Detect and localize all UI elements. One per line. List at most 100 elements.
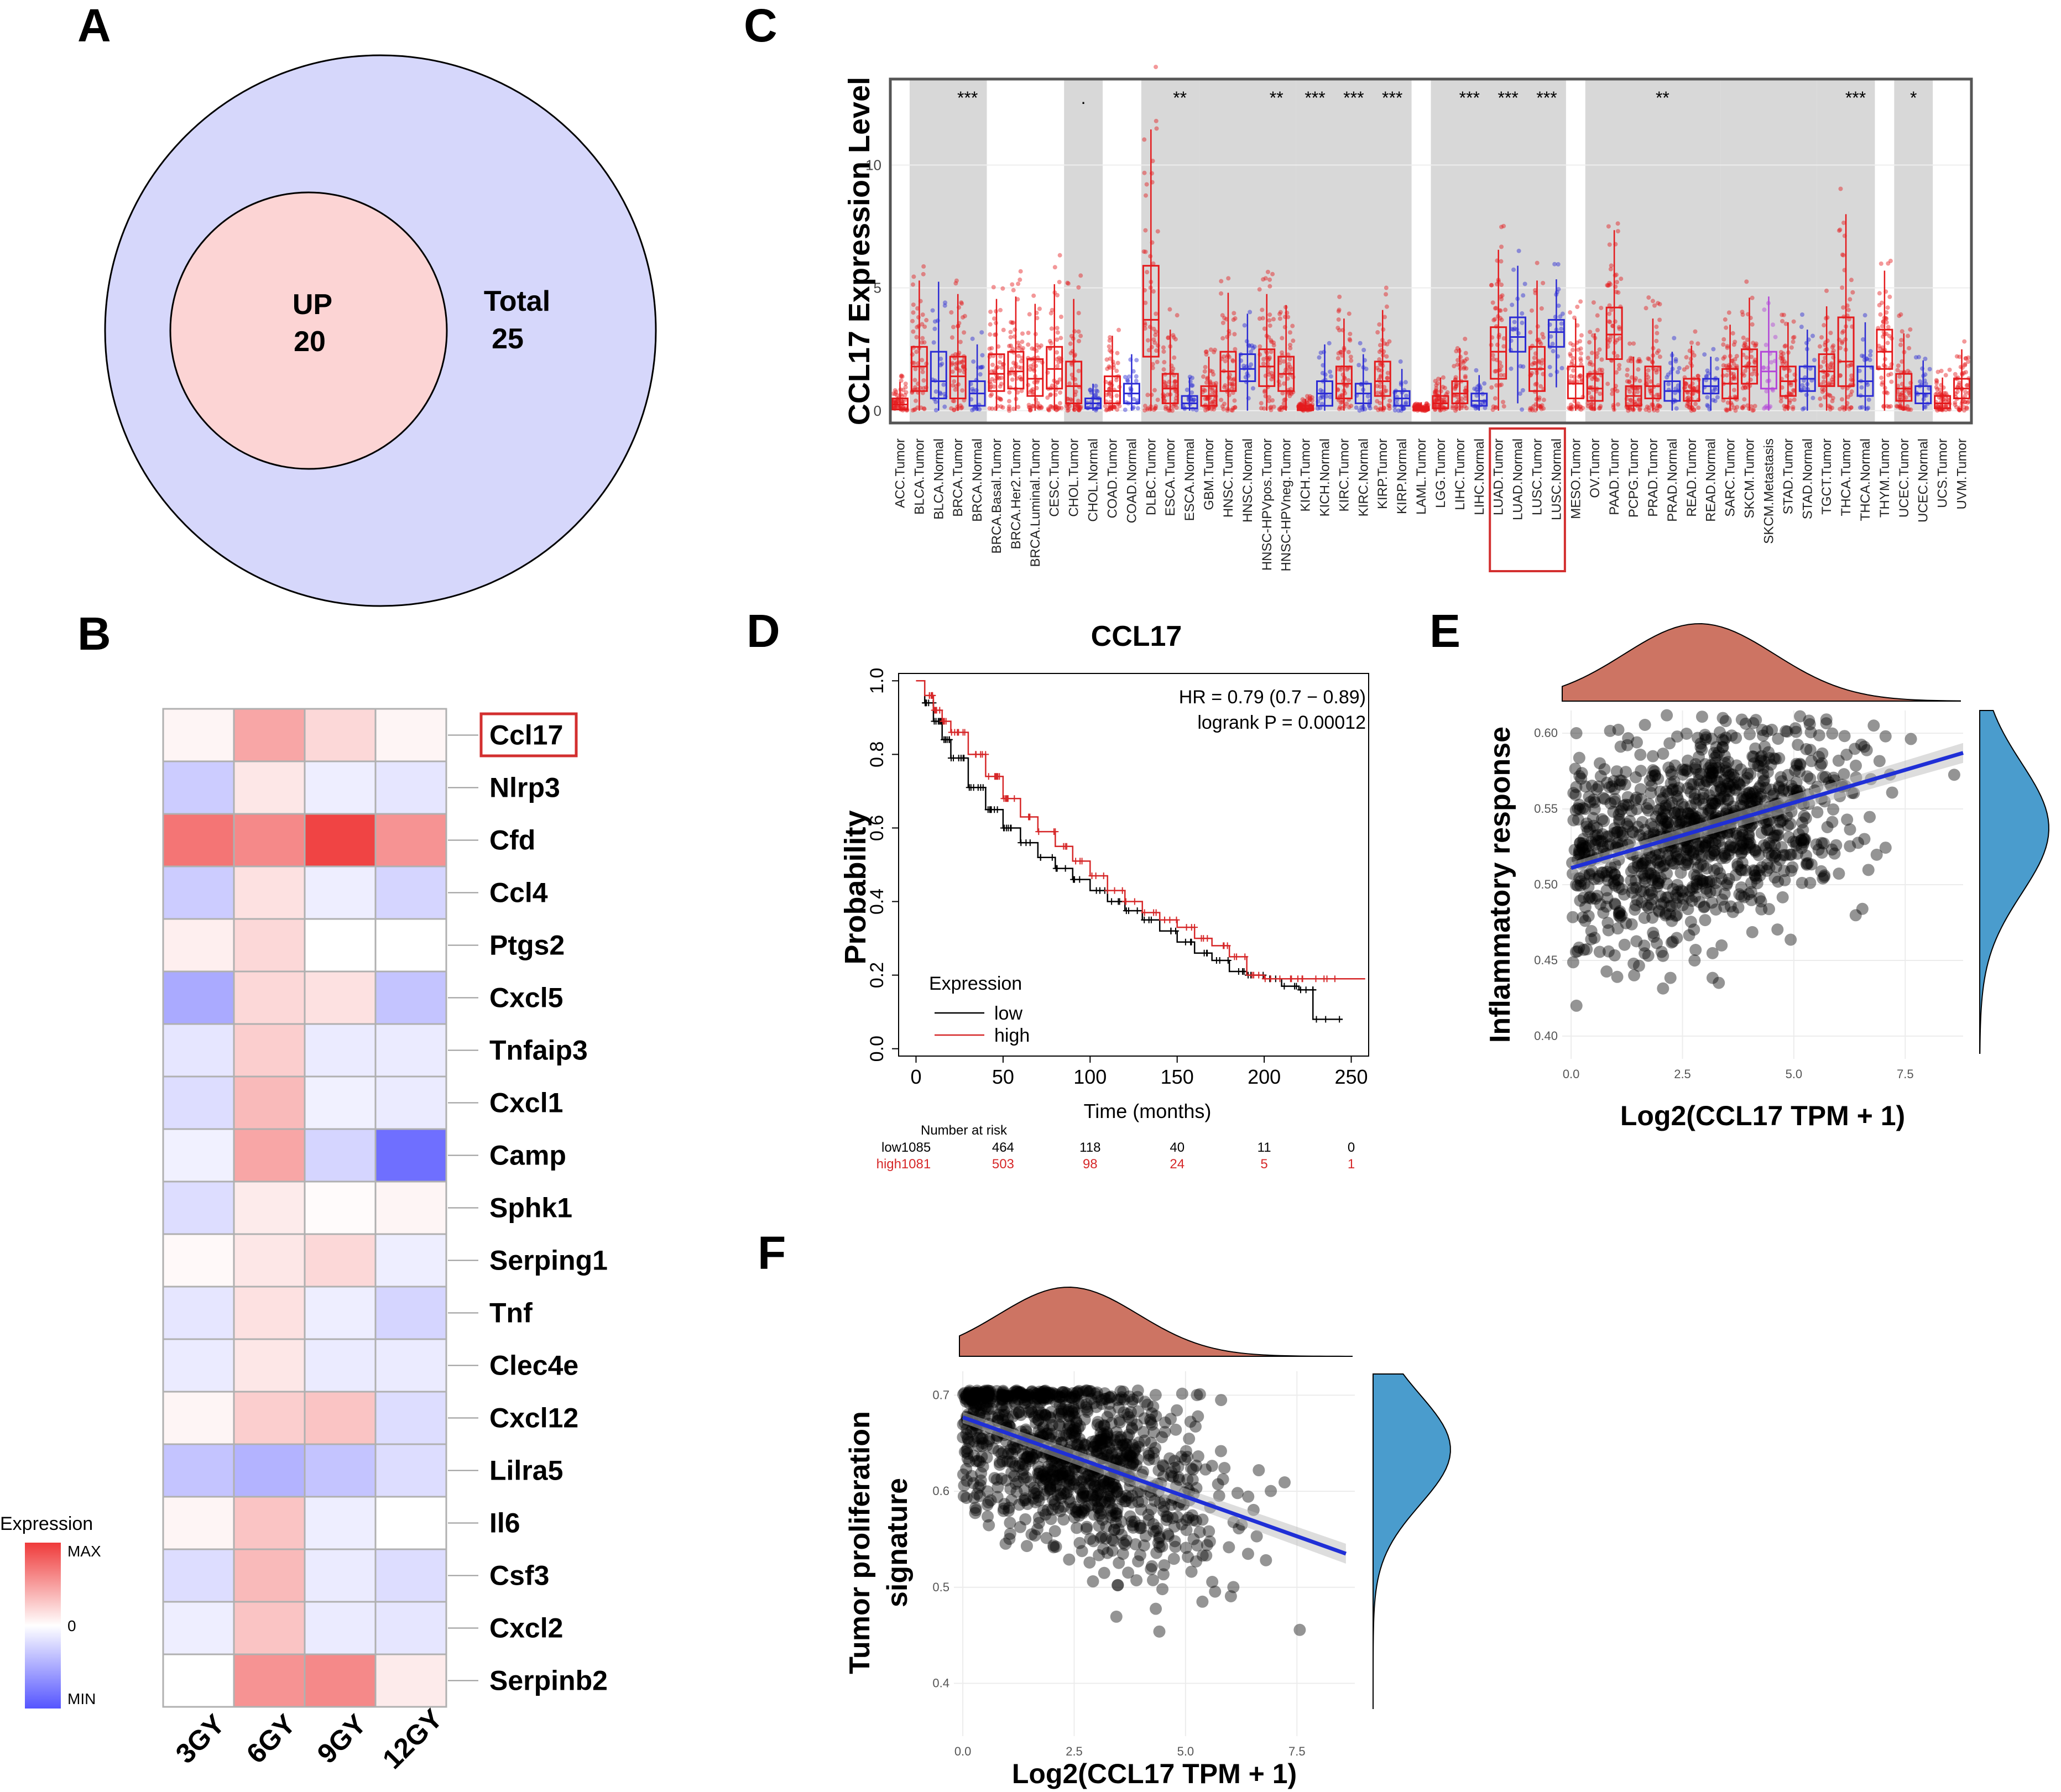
scatter-point <box>1573 844 1586 856</box>
jitter-point <box>1364 367 1369 372</box>
legend-title: Expression <box>929 973 1022 994</box>
heatmap-cell <box>233 1443 306 1498</box>
heatmap-cell <box>233 1653 306 1708</box>
jitter-point <box>1489 283 1494 288</box>
jitter-point <box>1066 407 1071 412</box>
scatter-point <box>1655 794 1667 807</box>
x-axis-title: Time (months) <box>1084 1100 1212 1122</box>
jitter-point <box>1267 277 1272 282</box>
jitter-point <box>1290 323 1295 328</box>
jitter-point <box>1509 366 1514 371</box>
heatmap-cell <box>162 1338 235 1393</box>
gene-label: Csf3 <box>489 1560 549 1591</box>
category-label: UCEC.Tumor <box>1897 438 1912 518</box>
jitter-point <box>930 308 935 313</box>
gene-label: Cxcl2 <box>489 1613 563 1644</box>
jitter-point <box>1721 337 1726 342</box>
jitter-point <box>1821 359 1826 364</box>
jitter-point <box>1116 327 1121 332</box>
jitter-point <box>1378 384 1383 389</box>
significance-label: *** <box>1459 88 1480 108</box>
jitter-point <box>1626 386 1631 391</box>
category-label: HNSC.Normal <box>1240 438 1255 523</box>
jitter-point <box>1463 388 1468 393</box>
jitter-point <box>988 393 993 398</box>
scatter-point <box>1682 903 1694 916</box>
jitter-point <box>1115 361 1120 365</box>
significance-label: *** <box>1845 88 1866 108</box>
heatmap-cell <box>374 1180 447 1235</box>
jitter-point <box>987 406 992 411</box>
jitter-point <box>1219 398 1224 403</box>
jitter-point <box>1607 311 1612 316</box>
scatter-point <box>1279 1476 1291 1489</box>
risk-label-high: high <box>876 1157 901 1172</box>
jitter-point <box>1590 377 1595 382</box>
heatmap-cell <box>374 1338 447 1393</box>
category-label: ACC.Tumor <box>893 438 907 508</box>
jitter-point <box>1403 393 1408 398</box>
jitter-point <box>1189 375 1194 380</box>
scatter-point <box>1132 1555 1145 1568</box>
heatmap-cell <box>304 1338 377 1393</box>
gene-label: Tnf <box>489 1298 533 1329</box>
jitter-point <box>1588 359 1593 364</box>
category-label: SARC.Tumor <box>1723 438 1738 517</box>
jitter-point <box>1666 382 1671 386</box>
category-label: OV.Tumor <box>1588 438 1603 498</box>
scatter-point <box>1629 903 1641 916</box>
jitter-point <box>938 357 943 362</box>
scatter-point <box>1646 911 1659 924</box>
jitter-point <box>1347 337 1352 342</box>
category-label: HNSC.Tumor <box>1221 438 1236 518</box>
gene-label: Ccl4 <box>489 877 548 908</box>
legend-max: MAX <box>67 1543 101 1560</box>
panel-label-f: F <box>758 1227 786 1279</box>
jitter-point <box>1026 403 1031 407</box>
jitter-point <box>1088 387 1093 392</box>
scatter-point <box>1630 771 1642 783</box>
scatter-point <box>1639 719 1651 732</box>
jitter-point <box>998 384 1003 389</box>
jitter-point <box>1657 354 1662 359</box>
gene-label: Ptgs2 <box>489 930 565 961</box>
jitter-point <box>942 303 947 308</box>
heatmap-cell <box>162 1286 235 1340</box>
scatter-point <box>1570 879 1583 891</box>
category-label: STAD.Normal <box>1800 438 1815 519</box>
jitter-point <box>1317 355 1322 360</box>
gene-label: Lilra5 <box>489 1455 563 1486</box>
jitter-point <box>1068 397 1073 402</box>
heatmap-cell <box>374 865 447 920</box>
jitter-point <box>910 318 915 323</box>
jitter-point <box>1725 344 1730 349</box>
jitter-point <box>1655 393 1660 398</box>
jitter-point <box>1016 405 1021 410</box>
jitter-point <box>1799 325 1804 330</box>
jitter-point <box>1384 292 1389 297</box>
jitter-point <box>1763 342 1768 347</box>
jitter-point <box>1713 399 1718 404</box>
jitter-point <box>970 407 975 412</box>
jitter-point <box>932 319 937 324</box>
jitter-point <box>1827 381 1832 386</box>
jitter-point <box>960 388 965 393</box>
scatter-point <box>1593 945 1606 958</box>
jitter-point <box>1615 221 1620 226</box>
jitter-point <box>1791 319 1796 324</box>
jitter-point <box>1445 390 1450 395</box>
scatter-point <box>1741 792 1754 804</box>
jitter-point <box>1579 351 1584 356</box>
gene-label: Cxcl12 <box>489 1403 578 1434</box>
scatter-point <box>1753 760 1766 772</box>
scatter-point <box>1590 783 1603 796</box>
jitter-point <box>899 399 904 404</box>
jitter-point <box>1171 333 1176 338</box>
jitter-point <box>1233 316 1238 321</box>
jitter-point <box>1906 333 1911 338</box>
jitter-point <box>1859 385 1864 390</box>
censor-mark <box>922 699 929 707</box>
jitter-point <box>1656 348 1661 353</box>
jitter-point <box>1203 408 1208 413</box>
jitter-point <box>1800 407 1805 412</box>
